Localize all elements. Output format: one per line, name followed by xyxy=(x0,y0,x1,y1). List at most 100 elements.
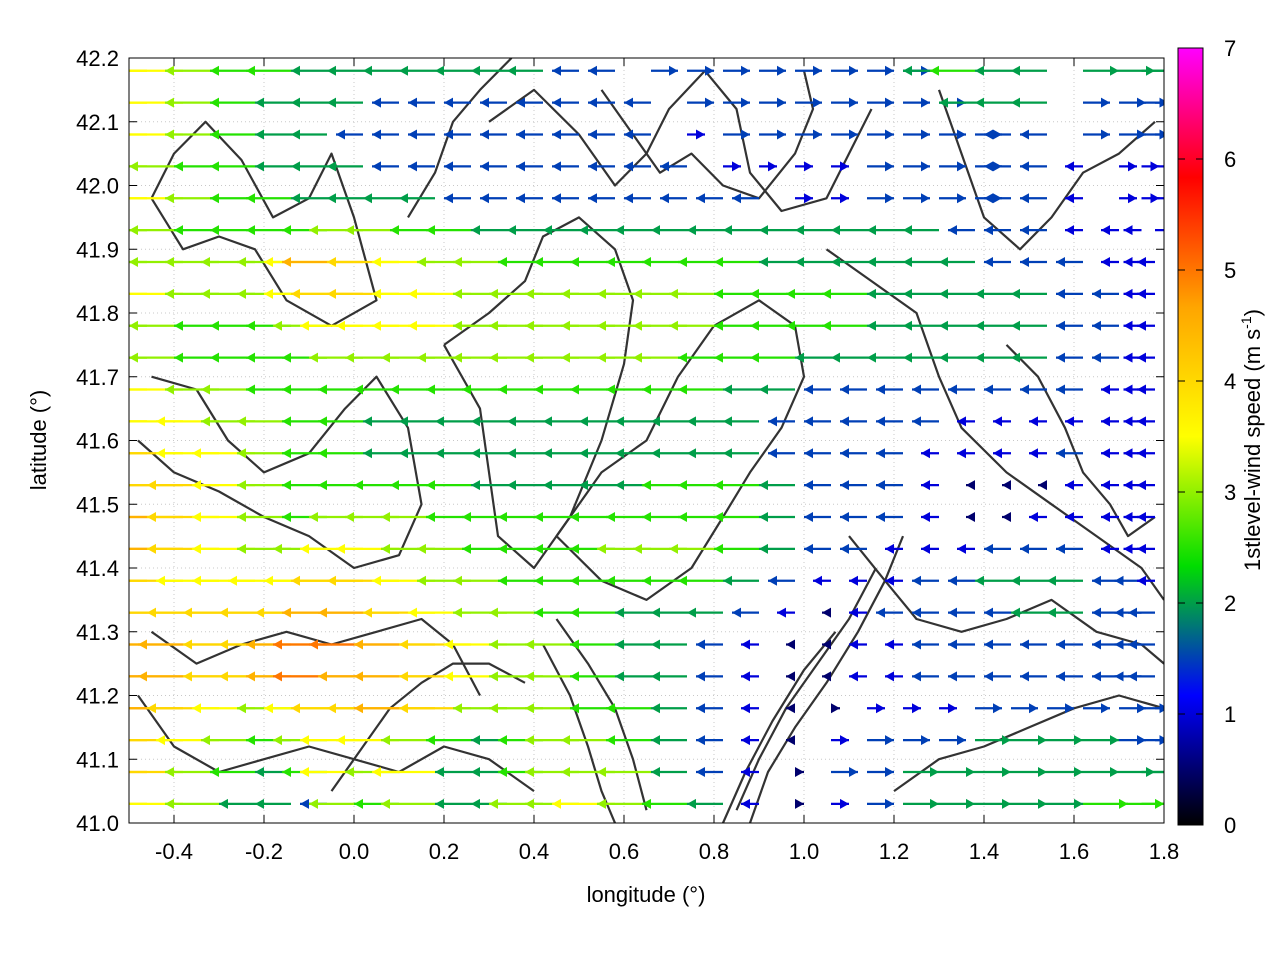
wind-vector xyxy=(597,767,651,777)
wind-vector-head xyxy=(489,320,498,331)
wind-vector-head xyxy=(327,703,336,714)
wind-vector xyxy=(1101,257,1119,267)
wind-vector-head xyxy=(885,575,894,586)
wind-vector-head xyxy=(1123,257,1133,267)
wind-vector-head xyxy=(588,129,597,140)
wind-vector xyxy=(723,65,750,76)
wind-vector-head xyxy=(930,65,939,76)
wind-vector-head xyxy=(840,448,849,459)
wind-vector-head xyxy=(615,480,624,491)
wind-vector-head xyxy=(408,320,417,331)
wind-vector-head xyxy=(849,129,858,140)
wind-vector-head xyxy=(768,448,777,459)
wind-vector-head xyxy=(318,671,327,682)
wind-vector-head xyxy=(183,639,192,650)
wind-vector xyxy=(867,767,894,777)
wind-vector-head xyxy=(921,193,930,204)
wind-vector-head xyxy=(723,225,732,236)
y-tick-label: 42.2 xyxy=(76,46,119,71)
wind-vector-head xyxy=(309,225,318,236)
wind-vector-head xyxy=(516,97,525,108)
wind-vector xyxy=(1011,97,1047,108)
wind-vector-head xyxy=(975,97,984,108)
wind-vector-head xyxy=(1056,448,1065,459)
wind-vector-head xyxy=(57,671,66,681)
wind-vector xyxy=(1092,320,1119,331)
wind-vector-head xyxy=(1110,65,1119,76)
wind-vector-head xyxy=(597,352,606,363)
wind-vector-head xyxy=(1101,129,1110,140)
wind-vector-head xyxy=(804,480,813,491)
wind-vector xyxy=(867,161,894,172)
wind-vector-head xyxy=(543,225,552,236)
wind-vector xyxy=(651,416,687,427)
wind-vector-head xyxy=(669,288,678,299)
wind-vector xyxy=(246,65,291,76)
colorbar-label: 1stlevel-wind speed (m s-1) xyxy=(1238,309,1265,571)
wind-vector-head xyxy=(309,639,318,650)
wind-vector-head xyxy=(507,480,516,491)
wind-vector xyxy=(1056,257,1083,267)
colorbar-tick-label: 6 xyxy=(1224,147,1236,172)
wind-vector-head xyxy=(912,639,921,650)
wind-vector xyxy=(876,384,903,395)
wind-vector xyxy=(903,129,930,140)
wind-vector-head xyxy=(1128,607,1137,618)
wind-vector xyxy=(930,65,975,76)
wind-vector-head xyxy=(1123,480,1133,491)
wind-vector xyxy=(723,161,741,172)
wind-vector xyxy=(957,543,975,554)
wind-vector-head xyxy=(165,65,174,76)
wind-vector-head xyxy=(291,129,300,140)
contour-line xyxy=(407,58,513,218)
wind-vector-head xyxy=(588,193,597,204)
wind-vector-head xyxy=(714,257,723,267)
wind-vector-head xyxy=(606,512,615,522)
wind-vector xyxy=(759,543,795,554)
wind-vector xyxy=(732,193,759,204)
wind-vector xyxy=(903,352,939,363)
x-tick-label: 1.8 xyxy=(1149,839,1180,864)
wind-vector-head xyxy=(201,416,210,427)
wind-vector-head xyxy=(507,225,516,236)
wind-vector xyxy=(210,161,255,172)
wind-vector-head xyxy=(732,161,741,172)
wind-vector xyxy=(624,97,651,108)
wind-vector-head xyxy=(291,65,300,76)
wind-vector xyxy=(822,607,831,618)
wind-vector xyxy=(588,129,615,140)
y-tick-label: 41.1 xyxy=(76,747,119,772)
wind-vector-head xyxy=(705,97,714,108)
y-axis-label: latitude (°) xyxy=(26,390,51,491)
wind-vector xyxy=(471,225,507,236)
wind-vector xyxy=(687,448,723,459)
wind-vector xyxy=(516,161,543,172)
wind-vector-head xyxy=(84,161,93,171)
wind-vector-head xyxy=(453,352,462,363)
wind-vector-head xyxy=(237,512,246,522)
wind-vector xyxy=(651,767,687,777)
wind-vector-head xyxy=(1038,735,1047,746)
wind-vector-head xyxy=(543,416,552,427)
wind-vector-head xyxy=(273,671,282,682)
wind-vector xyxy=(570,607,615,618)
wind-vector-head xyxy=(741,735,750,746)
x-tick-label: -0.4 xyxy=(155,839,193,864)
x-tick-label: 0.0 xyxy=(339,839,370,864)
wind-vector-head xyxy=(957,448,966,459)
wind-vector-head xyxy=(642,480,651,491)
wind-vector-head xyxy=(993,703,1002,714)
wind-vector xyxy=(1141,802,1164,805)
wind-vector xyxy=(651,448,687,459)
wind-vector-head xyxy=(957,161,966,172)
wind-vector-head xyxy=(66,767,75,777)
wind-vector xyxy=(570,671,615,682)
wind-vector-head xyxy=(282,480,291,491)
wind-vector-head xyxy=(759,225,768,236)
wind-vector-head xyxy=(588,65,597,76)
wind-vector-head xyxy=(219,671,228,682)
wind-vector xyxy=(327,65,363,76)
wind-vector-head xyxy=(291,575,300,586)
wind-vector xyxy=(399,448,435,459)
wind-vector-head xyxy=(1137,320,1146,331)
